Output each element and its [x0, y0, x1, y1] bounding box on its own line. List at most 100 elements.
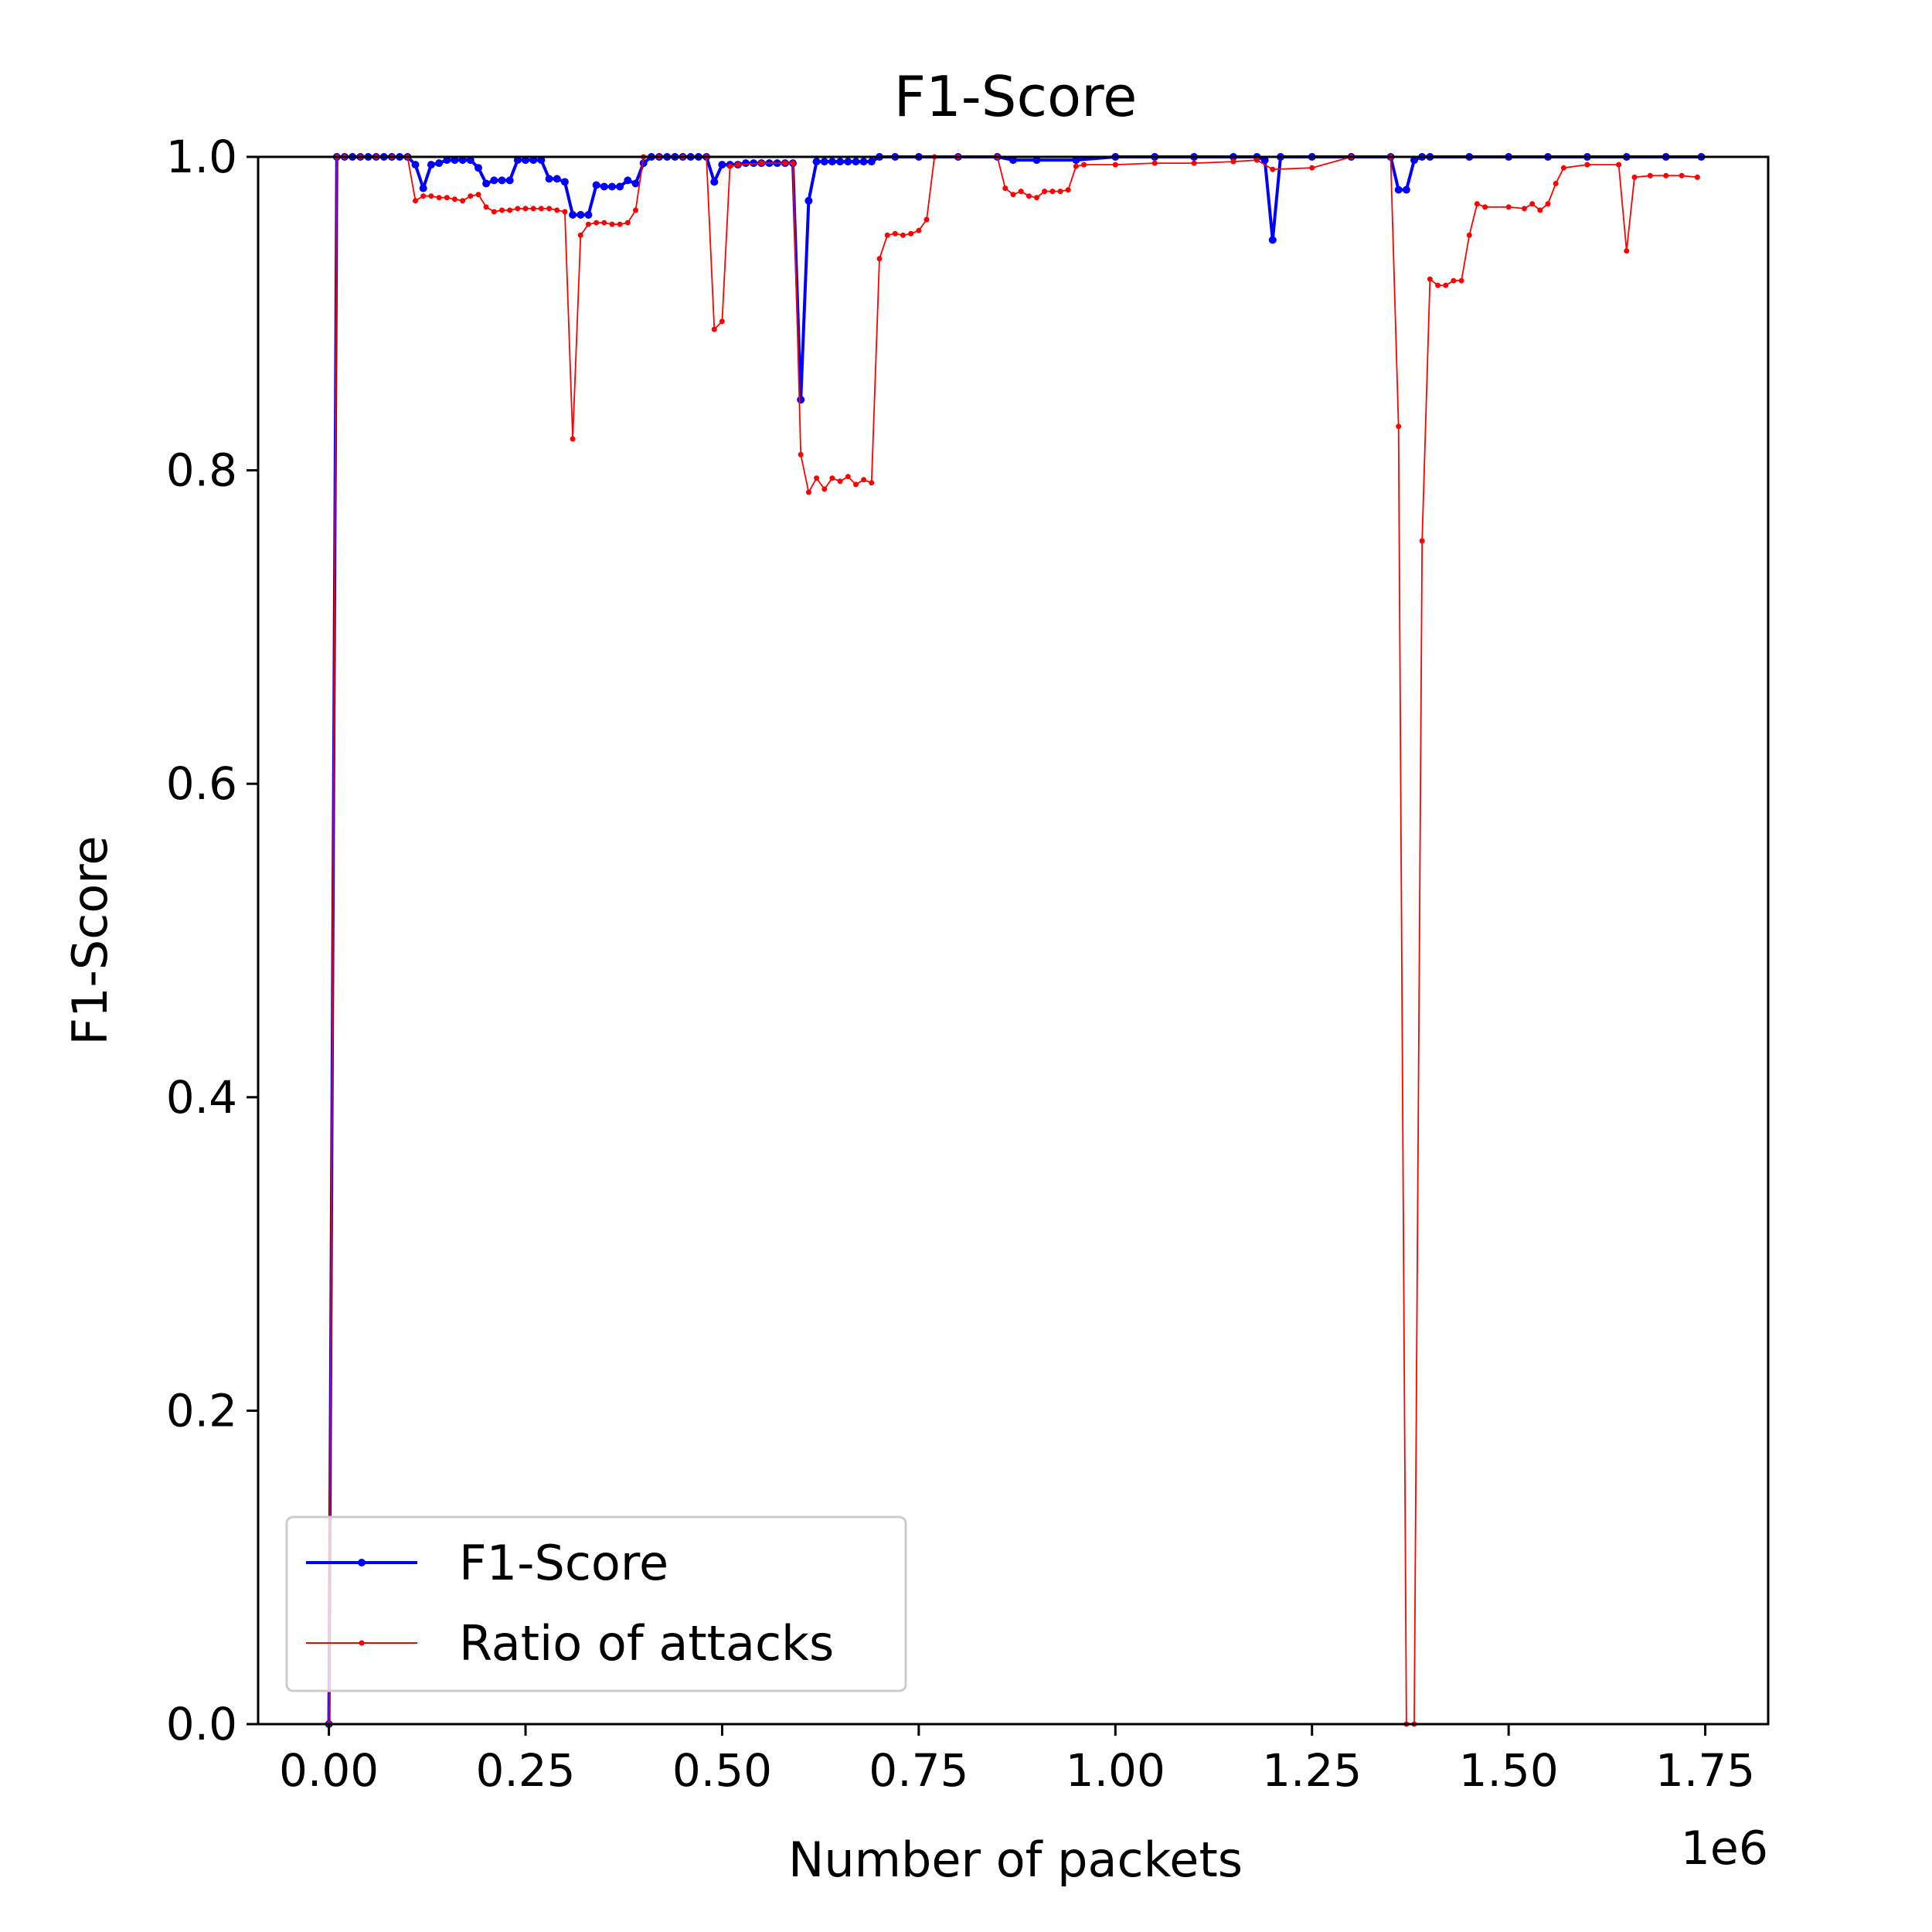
data-point-ratio-of-attacks — [633, 207, 638, 213]
data-point-ratio-of-attacks — [1002, 185, 1009, 192]
data-point-ratio-of-attacks — [428, 193, 434, 199]
data-point-ratio-of-attacks — [805, 489, 811, 495]
data-point-f1-score — [867, 158, 876, 166]
x-tick-label: 0.75 — [869, 1744, 968, 1797]
data-point-ratio-of-attacks — [1616, 162, 1622, 168]
data-point-f1-score — [592, 181, 600, 189]
data-point-ratio-of-attacks — [546, 206, 553, 212]
data-point-ratio-of-attacks — [1458, 277, 1464, 284]
x-tick-label: 0.00 — [279, 1744, 379, 1797]
legend-marker-ratio-of-attacks — [359, 1640, 365, 1646]
data-point-ratio-of-attacks — [1466, 232, 1472, 238]
data-point-ratio-of-attacks — [1081, 162, 1087, 168]
data-point-ratio-of-attacks — [821, 486, 828, 492]
data-point-f1-score — [1394, 185, 1403, 194]
data-point-f1-score — [812, 158, 821, 166]
plot-area — [325, 153, 1706, 1728]
legend-label-f1-score: F1-Score — [459, 1535, 668, 1591]
y-tick-label: 0.6 — [166, 757, 237, 810]
data-point-ratio-of-attacks — [790, 160, 796, 166]
data-point-f1-score — [560, 178, 569, 186]
data-point-f1-score — [537, 156, 546, 165]
data-point-f1-score — [1009, 156, 1017, 165]
data-point-ratio-of-attacks — [1049, 189, 1056, 195]
data-point-ratio-of-attacks — [554, 207, 560, 213]
data-point-f1-score — [1072, 156, 1080, 165]
x-tick-label: 1.75 — [1655, 1744, 1755, 1797]
data-point-ratio-of-attacks — [916, 227, 922, 233]
y-tick-label: 1.0 — [166, 131, 237, 183]
data-point-f1-score — [797, 396, 805, 404]
data-point-ratio-of-attacks — [420, 193, 427, 199]
data-point-ratio-of-attacks — [719, 318, 725, 325]
data-point-ratio-of-attacks — [845, 474, 851, 480]
data-point-f1-score — [639, 159, 648, 168]
data-point-ratio-of-attacks — [585, 221, 591, 227]
data-point-f1-score — [427, 161, 435, 169]
data-point-f1-score — [553, 175, 561, 183]
data-point-f1-score — [859, 158, 868, 166]
data-point-ratio-of-attacks — [468, 193, 474, 199]
y-tick-label: 0.0 — [166, 1698, 237, 1750]
data-point-f1-score — [836, 158, 845, 166]
data-point-ratio-of-attacks — [475, 192, 481, 198]
data-point-f1-score — [569, 211, 577, 219]
data-point-f1-score — [522, 156, 529, 165]
data-point-ratio-of-attacks — [1427, 276, 1433, 282]
data-point-ratio-of-attacks — [758, 160, 764, 166]
x-tick-label: 0.50 — [672, 1744, 772, 1797]
data-point-f1-score — [852, 158, 860, 166]
data-point-ratio-of-attacks — [1679, 172, 1685, 179]
data-point-ratio-of-attacks — [1309, 165, 1315, 171]
legend-box — [285, 1515, 907, 1692]
data-point-ratio-of-attacks — [892, 230, 898, 236]
data-point-f1-score — [584, 211, 593, 219]
x-axis-label: Number of packets — [788, 1832, 1243, 1888]
data-point-ratio-of-attacks — [1065, 187, 1071, 193]
data-point-f1-score — [600, 182, 608, 191]
data-point-ratio-of-attacks — [853, 481, 859, 488]
data-point-f1-score — [451, 156, 459, 165]
data-point-f1-score — [624, 176, 632, 185]
data-point-ratio-of-attacks — [1537, 207, 1543, 213]
data-point-ratio-of-attacks — [1631, 174, 1638, 180]
data-point-ratio-of-attacks — [1018, 189, 1024, 195]
data-point-ratio-of-attacks — [861, 477, 867, 483]
y-tick-label: 0.8 — [166, 444, 237, 497]
x-tick-label: 0.25 — [475, 1744, 575, 1797]
data-point-ratio-of-attacks — [507, 207, 513, 213]
data-point-ratio-of-attacks — [1443, 282, 1449, 288]
data-point-ratio-of-attacks — [837, 478, 843, 485]
data-point-f1-score — [490, 176, 498, 185]
data-point-ratio-of-attacks — [1191, 160, 1197, 166]
data-point-ratio-of-attacks — [1435, 282, 1441, 288]
data-point-ratio-of-attacks — [1553, 181, 1559, 186]
data-point-f1-score — [844, 158, 852, 166]
data-point-ratio-of-attacks — [562, 209, 568, 215]
data-point-ratio-of-attacks — [829, 475, 835, 481]
data-point-ratio-of-attacks — [1419, 538, 1425, 544]
data-point-ratio-of-attacks — [570, 436, 576, 442]
data-point-ratio-of-attacks — [1624, 248, 1630, 254]
data-point-f1-score — [411, 161, 420, 169]
data-point-f1-score — [577, 211, 585, 219]
data-point-ratio-of-attacks — [499, 207, 505, 213]
data-point-f1-score — [513, 156, 522, 165]
data-point-f1-score — [631, 179, 640, 188]
data-point-f1-score — [828, 158, 836, 166]
data-point-f1-score — [742, 159, 750, 168]
data-point-ratio-of-attacks — [1694, 174, 1700, 180]
data-point-ratio-of-attacks — [1396, 423, 1402, 430]
data-point-f1-score — [466, 156, 474, 165]
data-point-f1-score — [498, 176, 506, 185]
data-point-ratio-of-attacks — [1010, 192, 1016, 198]
data-point-ratio-of-attacks — [1545, 201, 1551, 207]
data-point-ratio-of-attacks — [1034, 195, 1039, 201]
y-axis-label: F1-Score — [62, 835, 118, 1045]
data-point-ratio-of-attacks — [711, 326, 717, 332]
data-point-ratio-of-attacks — [1112, 162, 1118, 168]
axis-ticks: 0.00 0.25 0.50 0.75 1.00 1.25 1.50 1.75 0.0 0.2 0.… — [166, 131, 1755, 1797]
data-point-ratio-of-attacks — [814, 475, 820, 481]
data-point-f1-score — [529, 156, 538, 165]
data-point-ratio-of-attacks — [538, 206, 544, 212]
